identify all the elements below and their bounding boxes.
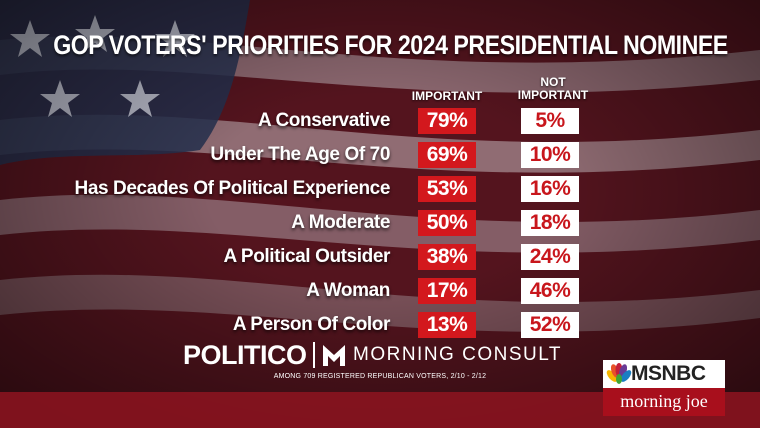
column-header-not-line1: NOT bbox=[540, 75, 566, 89]
not-important-value: 16% bbox=[521, 176, 579, 202]
important-value: 69% bbox=[418, 142, 476, 168]
not-important-value: 52% bbox=[521, 312, 579, 338]
column-header-not-line2: IMPORTANT bbox=[517, 88, 589, 102]
row-label: Under The Age Of 70 bbox=[210, 144, 390, 165]
peacock-icon bbox=[606, 363, 632, 384]
row-label: A Political Outsider bbox=[223, 246, 390, 267]
row-label: A Person Of Color bbox=[232, 314, 391, 335]
not-important-value: 5% bbox=[521, 108, 579, 134]
politico-logo: POLITICO bbox=[183, 340, 307, 370]
important-value: 53% bbox=[418, 176, 476, 202]
morning-joe-logo: morning joe bbox=[603, 388, 725, 416]
msnbc-wordmark: MSNBC bbox=[631, 362, 706, 385]
msnbc-logo-box: MSNBC bbox=[603, 360, 725, 388]
chart-title: GOP VOTERS' PRIORITIES FOR 2024 PRESIDEN… bbox=[53, 30, 728, 60]
not-important-value: 24% bbox=[521, 244, 579, 270]
not-important-value: 46% bbox=[521, 278, 579, 304]
row-label: A Conservative bbox=[257, 110, 390, 131]
important-value: 50% bbox=[418, 210, 476, 236]
not-important-value: 18% bbox=[521, 210, 579, 236]
row-label: A Woman bbox=[306, 280, 390, 301]
morning-consult-icon bbox=[323, 345, 345, 366]
important-value: 79% bbox=[418, 108, 476, 134]
important-value: 13% bbox=[418, 312, 476, 338]
column-header-important: IMPORTANT bbox=[404, 90, 490, 103]
column-header-important-text: IMPORTANT bbox=[411, 89, 483, 103]
logo-divider bbox=[313, 342, 315, 368]
important-value: 17% bbox=[418, 278, 476, 304]
survey-footnote: AMONG 709 REGISTERED REPUBLICAN VOTERS, … bbox=[273, 373, 487, 380]
not-important-value: 10% bbox=[521, 142, 579, 168]
msnbc-bug: MSNBC morning joe bbox=[603, 360, 725, 416]
row-label: A Moderate bbox=[291, 212, 390, 233]
morning-consult-logo: MORNING CONSULT bbox=[353, 344, 562, 365]
row-label: Has Decades Of Political Experience bbox=[74, 178, 391, 199]
important-value: 38% bbox=[418, 244, 476, 270]
column-header-not-important: NOT IMPORTANT bbox=[510, 76, 596, 102]
